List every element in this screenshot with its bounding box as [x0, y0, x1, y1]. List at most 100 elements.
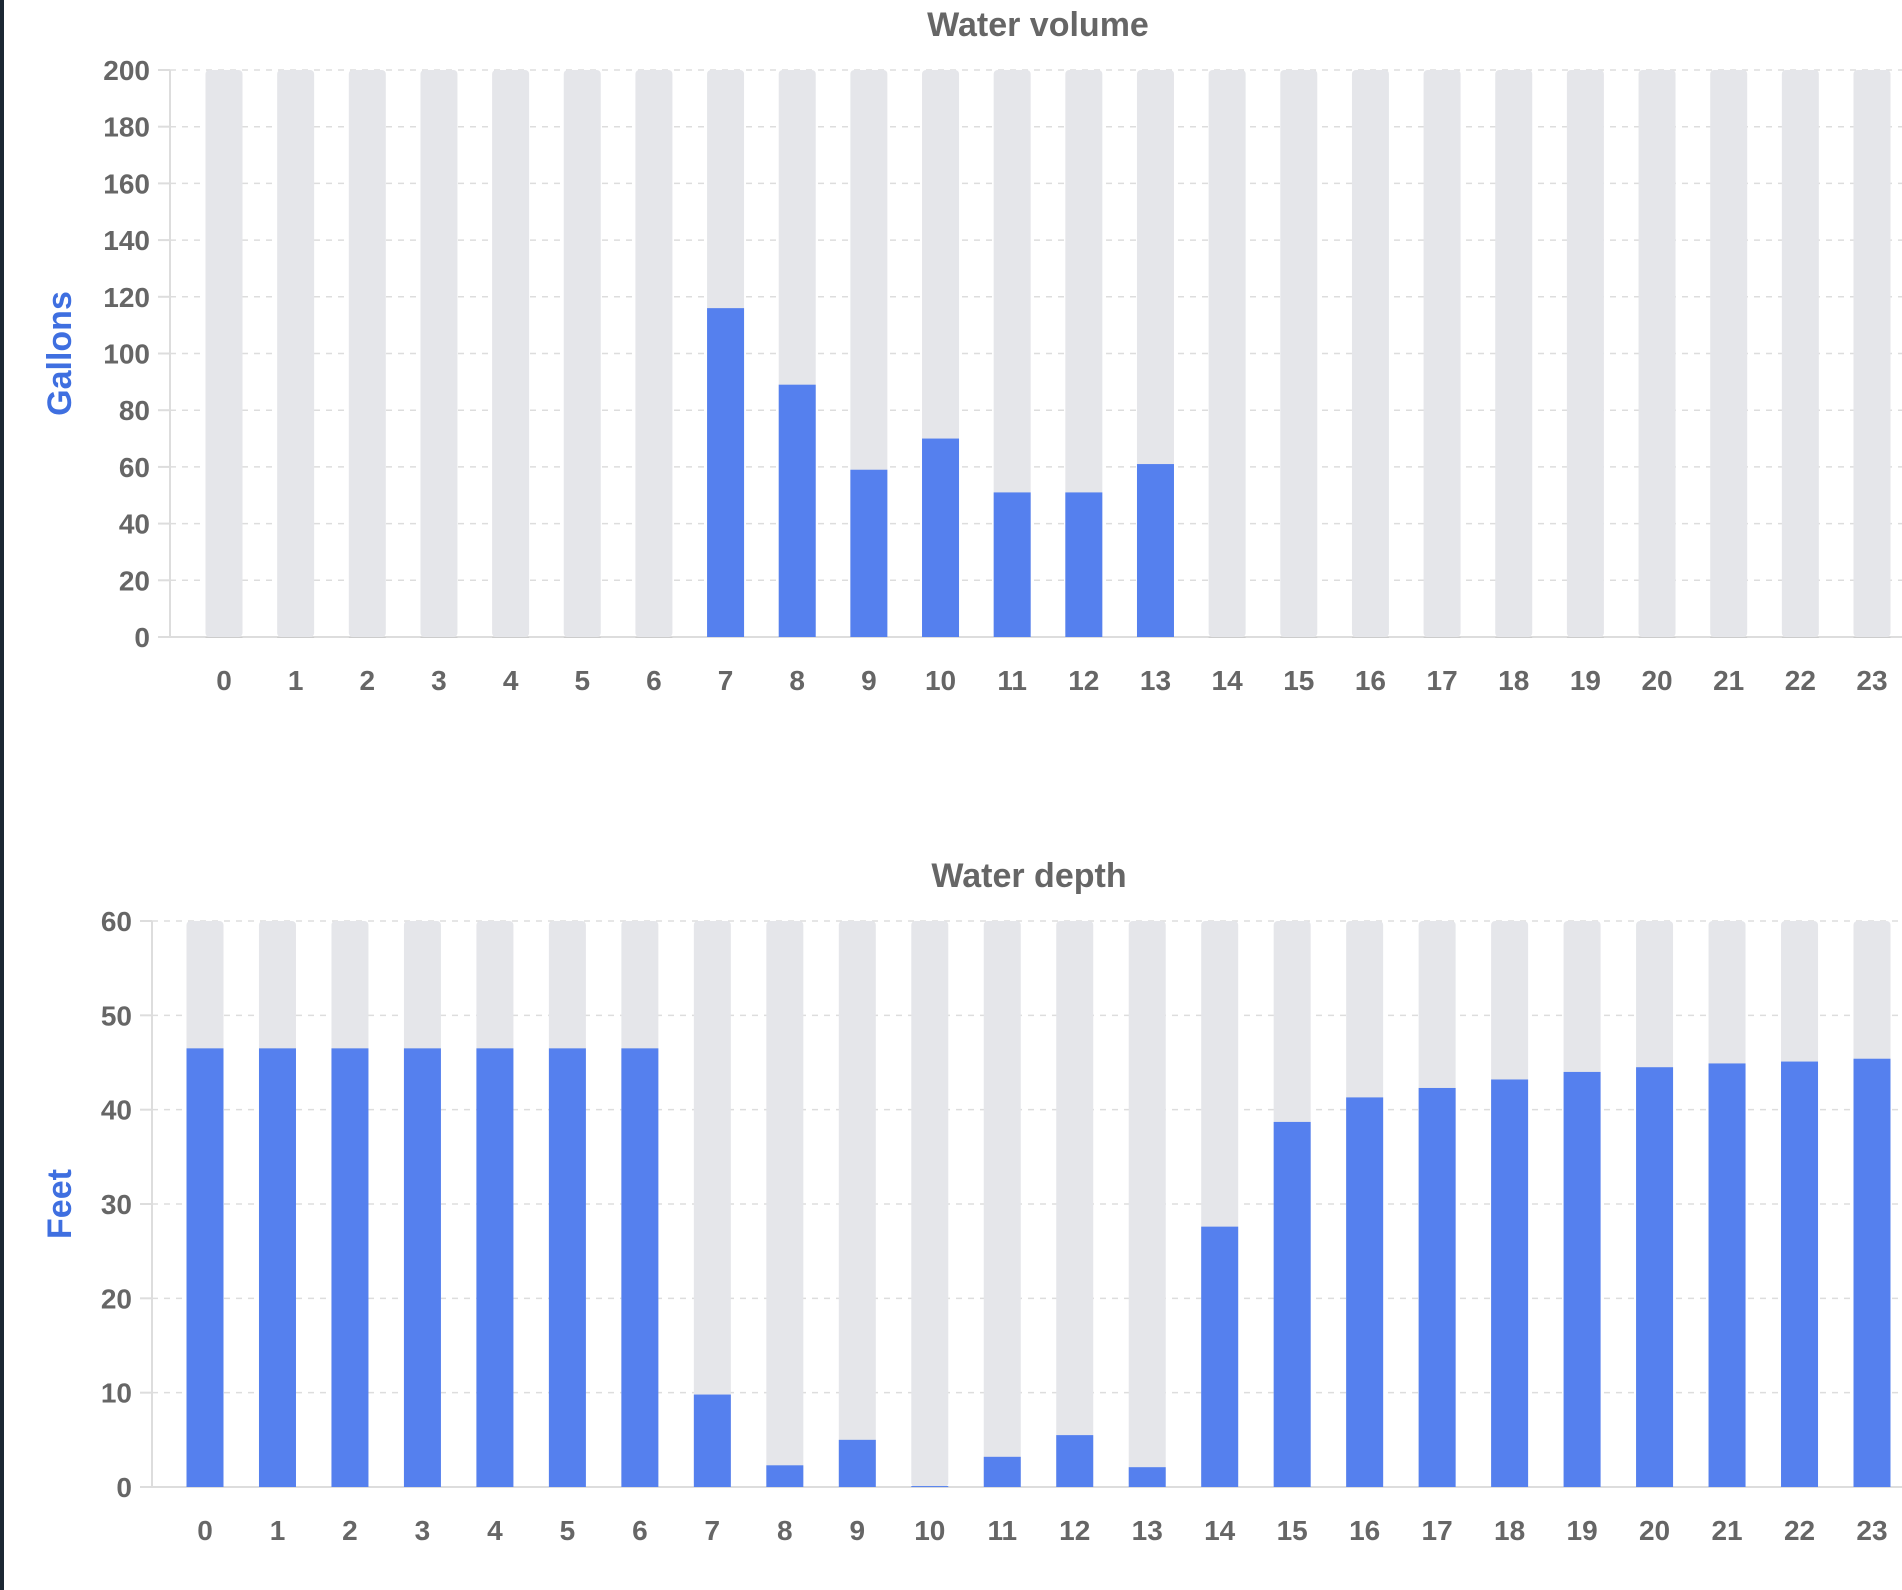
bar	[922, 438, 960, 637]
bar	[1346, 1097, 1384, 1487]
x-tick-label: 23	[1856, 665, 1887, 696]
bar	[1065, 492, 1103, 637]
bar-track	[1638, 70, 1676, 637]
x-tick-label: 13	[1132, 1515, 1163, 1546]
x-tick-label: 7	[705, 1515, 721, 1546]
bar	[331, 1048, 369, 1487]
x-tick-label: 16	[1355, 665, 1386, 696]
bar	[186, 1048, 224, 1487]
y-tick-label: 160	[103, 168, 150, 199]
x-tick-label: 4	[487, 1515, 503, 1546]
x-tick-label: 2	[360, 665, 376, 696]
x-tick-label: 11	[997, 665, 1027, 696]
y-tick-label: 0	[116, 1472, 132, 1503]
x-tick-label: 1	[270, 1515, 286, 1546]
bar	[693, 1394, 731, 1487]
bar-track	[838, 921, 876, 1487]
bar	[1280, 637, 1318, 638]
x-tick-label: 15	[1283, 665, 1314, 696]
x-tick-label: 17	[1422, 1515, 1453, 1546]
bar-track	[693, 921, 731, 1487]
y-tick-label: 60	[101, 906, 132, 937]
x-tick-label: 19	[1570, 665, 1601, 696]
bar	[1638, 637, 1676, 638]
bar	[621, 1048, 659, 1487]
bar	[1208, 637, 1246, 638]
x-tick-label: 3	[431, 665, 447, 696]
y-tick-label: 40	[101, 1095, 132, 1126]
x-tick-label: 12	[1059, 1515, 1090, 1546]
bar	[983, 1456, 1021, 1487]
x-tick-label: 6	[646, 665, 662, 696]
bar-track	[1423, 70, 1461, 637]
bar-track	[420, 70, 458, 637]
chart-title: Water depth	[931, 857, 1126, 895]
y-tick-label: 0	[134, 622, 150, 653]
bar	[1781, 1061, 1819, 1487]
x-tick-label: 20	[1639, 1515, 1670, 1546]
y-tick-label: 120	[103, 282, 150, 313]
bar	[1563, 1071, 1601, 1487]
bar-track	[277, 70, 315, 637]
x-tick-label: 15	[1277, 1515, 1308, 1546]
bar-track	[563, 70, 601, 637]
bar	[1423, 637, 1461, 638]
y-tick-label: 20	[119, 565, 150, 596]
y-tick-label: 10	[101, 1378, 132, 1409]
x-tick-label: 8	[777, 1515, 793, 1546]
y-tick-label: 180	[103, 112, 150, 143]
x-tick-label: 0	[216, 665, 232, 696]
y-tick-label: 80	[119, 395, 150, 426]
x-tick-label: 8	[789, 665, 805, 696]
x-tick-label: 7	[718, 665, 734, 696]
bar	[1853, 637, 1891, 638]
bar	[1418, 1087, 1456, 1487]
x-tick-label: 1	[288, 665, 304, 696]
x-tick-label: 17	[1427, 665, 1458, 696]
x-tick-label: 21	[1713, 665, 1744, 696]
bar-track	[1351, 70, 1389, 637]
bar	[850, 469, 888, 637]
bar	[1056, 1435, 1094, 1487]
bar-track	[1208, 70, 1246, 637]
bar	[403, 1048, 441, 1487]
y-tick-label: 140	[103, 225, 150, 256]
bar-track	[1128, 921, 1166, 1487]
bar	[1491, 1079, 1529, 1487]
y-tick-label: 40	[119, 509, 150, 540]
bar	[1636, 1067, 1674, 1487]
x-tick-label: 5	[560, 1515, 576, 1546]
bar	[1710, 637, 1748, 638]
bar-track	[1280, 70, 1318, 637]
bar	[563, 637, 601, 638]
bar-track	[205, 70, 243, 637]
x-tick-label: 12	[1068, 665, 1099, 696]
y-tick-label: 30	[101, 1189, 132, 1220]
bar-track	[911, 921, 949, 1487]
x-tick-label: 22	[1785, 665, 1816, 696]
bar	[1781, 637, 1819, 638]
y-tick-label: 50	[101, 1000, 132, 1031]
bar	[205, 637, 243, 638]
x-tick-label: 3	[415, 1515, 431, 1546]
x-tick-label: 14	[1212, 665, 1244, 696]
x-tick-label: 9	[850, 1515, 866, 1546]
y-tick-label: 100	[103, 339, 150, 370]
x-tick-label: 4	[503, 665, 519, 696]
x-tick-label: 13	[1140, 665, 1171, 696]
bar	[838, 1439, 876, 1487]
x-tick-label: 22	[1784, 1515, 1815, 1546]
x-tick-label: 19	[1567, 1515, 1598, 1546]
x-tick-label: 5	[574, 665, 590, 696]
bar	[1708, 1063, 1746, 1487]
x-tick-label: 18	[1498, 665, 1529, 696]
x-tick-label: 18	[1494, 1515, 1525, 1546]
x-tick-label: 2	[342, 1515, 358, 1546]
bar	[993, 492, 1031, 637]
bar-track	[766, 921, 804, 1487]
chart-title: Water volume	[927, 6, 1149, 44]
bar	[1201, 1226, 1239, 1487]
bar-track	[1781, 70, 1819, 637]
bar-track	[348, 70, 386, 637]
